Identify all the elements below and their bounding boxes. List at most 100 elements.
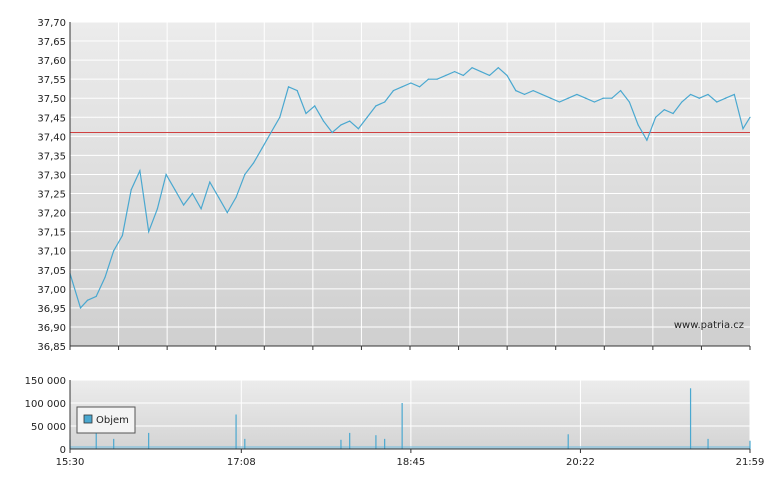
volume-y-tick-label: 150 000 — [25, 376, 66, 387]
price-y-tick-label: 37,55 — [37, 75, 66, 86]
volume-bar — [113, 438, 115, 449]
price-point — [427, 78, 429, 80]
price-point — [480, 70, 482, 73]
price-point — [585, 97, 587, 99]
price-point — [270, 131, 272, 134]
price-y-tick-label: 37,65 — [37, 37, 66, 48]
volume-bar — [375, 435, 377, 449]
price-y-tick-label: 37,20 — [37, 209, 66, 220]
price-point — [139, 170, 141, 172]
volume-panel: 150 000 100 000 50 000 015:30 17:08 18:45 20:2… — [25, 376, 765, 468]
volume-bar — [95, 431, 97, 449]
volume-x-tick-label: 21:59 — [736, 457, 765, 468]
price-point — [174, 189, 176, 191]
price-point — [558, 101, 561, 103]
price-point — [462, 74, 464, 76]
price-point — [79, 307, 82, 309]
volume-plot-area — [70, 380, 750, 449]
price-point — [287, 86, 290, 88]
volume-bar — [340, 439, 342, 449]
price-point — [506, 74, 508, 76]
price-point — [384, 101, 386, 103]
price-point — [419, 86, 421, 88]
price-point — [279, 116, 281, 118]
price-point — [655, 116, 657, 118]
price-point — [602, 97, 604, 99]
volume-bar — [235, 414, 237, 449]
price-point — [261, 147, 263, 149]
volume-y-tick-label: 0 — [60, 445, 66, 456]
price-point — [156, 208, 159, 210]
price-point — [226, 211, 228, 214]
price-point — [410, 82, 412, 84]
price-point — [252, 162, 255, 164]
price-y-tick-label: 37,30 — [37, 170, 66, 181]
price-point — [296, 90, 298, 92]
price-point — [733, 93, 735, 96]
volume-bar — [244, 438, 246, 449]
volume-bar — [567, 434, 569, 449]
price-point — [628, 101, 630, 103]
price-y-tick-label: 37,00 — [37, 285, 66, 296]
price-y-tick-label: 37,25 — [37, 190, 66, 201]
volume-bar — [148, 432, 150, 449]
volume-bar — [749, 440, 751, 449]
price-point — [488, 74, 491, 76]
price-point — [357, 128, 360, 130]
price-point — [349, 120, 351, 122]
volume-x-tick-label: 20:22 — [566, 457, 595, 468]
price-point — [130, 189, 132, 191]
price-point — [104, 276, 106, 278]
volume-bar — [384, 438, 386, 449]
price-point — [375, 105, 377, 107]
price-point — [453, 70, 456, 73]
legend-label: Objem — [96, 415, 129, 426]
volume-x-tick-label: 17:08 — [227, 457, 256, 468]
price-point — [217, 196, 220, 198]
price-point — [550, 97, 552, 99]
price-y-tick-label: 37,50 — [37, 94, 66, 105]
price-point — [646, 139, 648, 141]
price-y-tick-label: 37,10 — [37, 247, 66, 258]
price-point — [191, 192, 193, 195]
price-point — [392, 90, 394, 92]
price-point — [749, 116, 751, 118]
price-point — [401, 86, 403, 88]
volume-x-tick-label: 18:45 — [396, 457, 425, 468]
price-point — [698, 97, 700, 99]
price-point — [663, 109, 665, 111]
price-point — [340, 124, 342, 126]
volume-baseline-band — [70, 446, 750, 449]
price-point — [322, 120, 325, 122]
price-point — [724, 97, 727, 99]
price-point — [366, 116, 368, 118]
price-y-tick-label: 36,95 — [37, 304, 66, 315]
price-point — [515, 90, 517, 92]
volume-y-tick-label: 50 000 — [31, 422, 66, 433]
price-y-tick-label: 37,35 — [37, 151, 66, 162]
price-y-tick-label: 36,90 — [37, 323, 66, 334]
price-y-tick-label: 37,40 — [37, 132, 66, 143]
price-point — [305, 112, 307, 115]
price-point — [742, 128, 744, 130]
price-y-tick-label: 37,70 — [37, 18, 66, 29]
price-point — [532, 90, 534, 92]
price-point — [681, 101, 683, 103]
price-point — [567, 97, 569, 99]
price-point — [523, 93, 526, 96]
price-point — [689, 93, 692, 96]
price-point — [113, 250, 115, 252]
volume-bar — [689, 388, 692, 449]
price-point — [235, 196, 237, 198]
price-point — [497, 67, 499, 69]
price-point — [620, 90, 622, 92]
price-point — [148, 231, 150, 233]
price-point — [436, 78, 438, 80]
price-point — [445, 74, 447, 76]
price-point — [672, 112, 674, 115]
price-point — [95, 295, 97, 298]
price-point — [593, 101, 596, 103]
volume-bar — [401, 403, 403, 449]
price-y-tick-label: 37,45 — [37, 113, 66, 124]
